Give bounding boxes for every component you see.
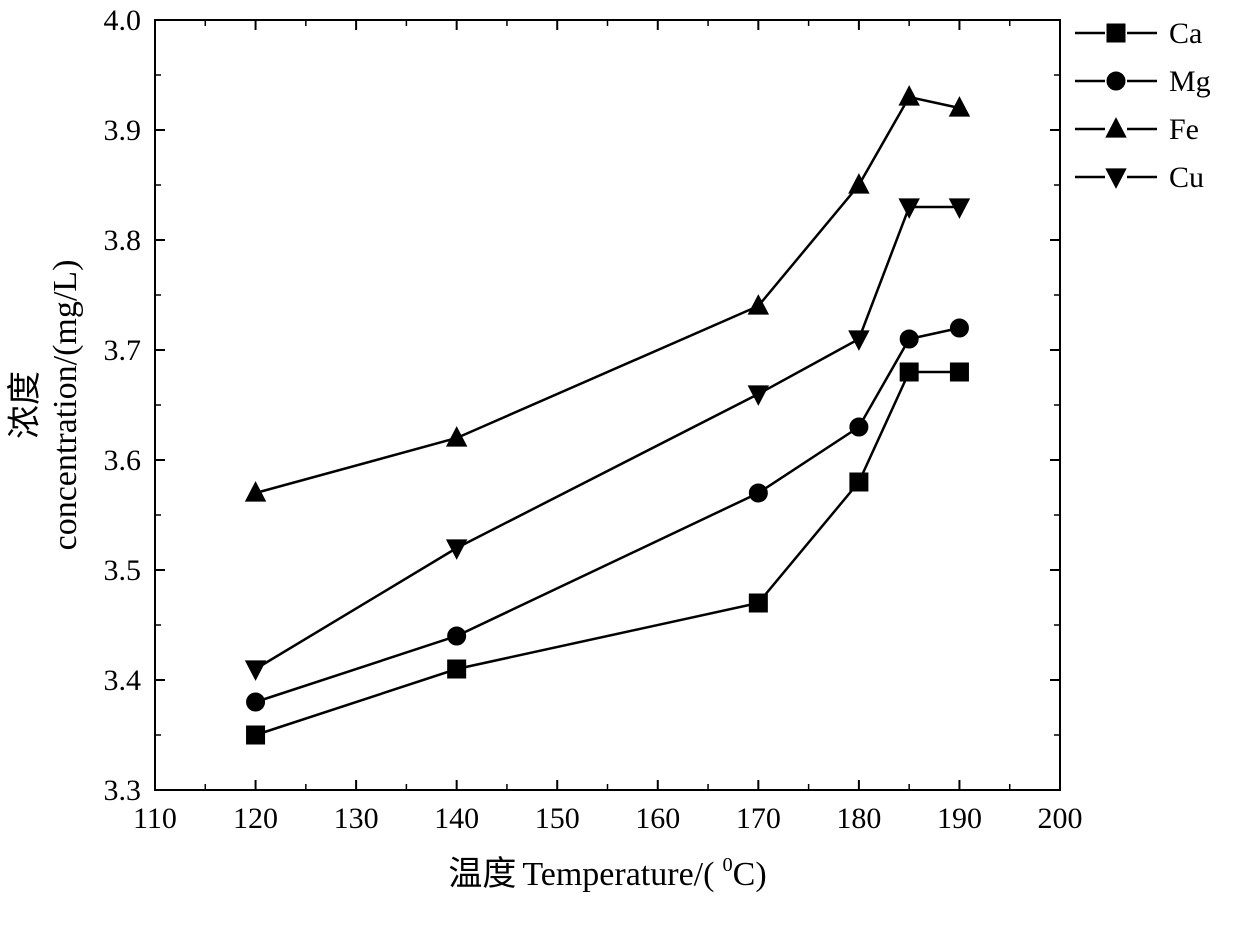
x-tick-label: 130 — [334, 802, 379, 835]
series-Mg — [256, 328, 960, 702]
marker-triangle-up — [899, 86, 919, 105]
marker-circle — [1107, 72, 1125, 90]
series-Cu — [256, 207, 960, 669]
legend-label-Mg: Mg — [1169, 65, 1211, 98]
marker-square — [247, 726, 265, 744]
marker-triangle-down — [899, 199, 919, 218]
x-tick-label: 120 — [233, 802, 278, 835]
y-tick-label: 3.8 — [104, 224, 142, 257]
marker-circle — [448, 627, 466, 645]
marker-triangle-up — [447, 427, 467, 446]
marker-triangle-up — [849, 174, 869, 193]
legend-label-Cu: Cu — [1169, 161, 1204, 194]
marker-triangle-down — [748, 386, 768, 405]
svg-text:浓度: 浓度 — [6, 371, 44, 439]
marker-triangle-down — [950, 199, 970, 218]
marker-square — [1107, 24, 1125, 42]
marker-triangle-down — [1106, 169, 1126, 188]
y-tick-label: 3.4 — [104, 664, 142, 697]
marker-circle — [749, 484, 767, 502]
x-tick-label: 150 — [535, 802, 580, 835]
y-tick-label: 4.0 — [104, 4, 142, 37]
y-axis-label: 浓度concentration/(mg/L) — [6, 260, 84, 551]
y-tick-label: 3.3 — [104, 774, 142, 807]
marker-triangle-down — [447, 540, 467, 559]
marker-triangle-down — [849, 331, 869, 350]
chart-container: 1101201301401501601701801902003.33.43.53… — [0, 0, 1240, 949]
marker-triangle-up — [1106, 118, 1126, 137]
marker-square — [900, 363, 918, 381]
svg-text:concentration/(mg/L): concentration/(mg/L) — [47, 260, 84, 551]
marker-square — [950, 363, 968, 381]
x-tick-label: 180 — [836, 802, 881, 835]
marker-square — [850, 473, 868, 491]
x-tick-label: 190 — [937, 802, 982, 835]
marker-circle — [900, 330, 918, 348]
x-tick-label: 140 — [434, 802, 479, 835]
y-tick-label: 3.9 — [104, 114, 142, 147]
plot-frame — [155, 20, 1060, 790]
x-axis-label: 温度Temperature/(0C) — [448, 854, 766, 893]
legend-label-Fe: Fe — [1169, 113, 1199, 146]
y-tick-label: 3.5 — [104, 554, 142, 587]
line-chart: 1101201301401501601701801902003.33.43.53… — [0, 0, 1240, 949]
x-tick-label: 160 — [635, 802, 680, 835]
marker-circle — [950, 319, 968, 337]
marker-triangle-down — [246, 661, 266, 680]
svg-text:温度Temperature/(0C): 温度Temperature/(0C) — [448, 854, 766, 893]
x-tick-label: 200 — [1038, 802, 1083, 835]
x-tick-label: 170 — [736, 802, 781, 835]
legend-label-Ca: Ca — [1169, 17, 1202, 50]
marker-square — [749, 594, 767, 612]
y-tick-label: 3.6 — [104, 444, 142, 477]
marker-circle — [850, 418, 868, 436]
y-tick-label: 3.7 — [104, 334, 142, 367]
marker-circle — [247, 693, 265, 711]
marker-square — [448, 660, 466, 678]
